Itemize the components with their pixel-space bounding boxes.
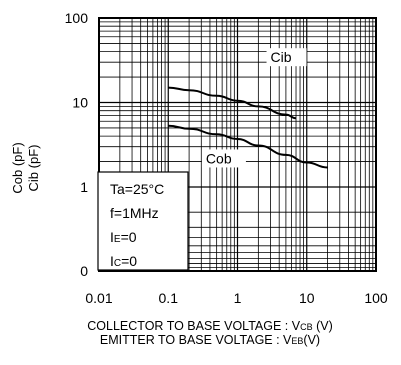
series-line-cib <box>168 86 297 120</box>
condition-f: f=1MHz <box>110 205 159 221</box>
tick-labels: 0.01 0.1 1 10 100 0 1 10 100 <box>65 10 388 306</box>
x-axis-label-2: EMITTER TO BASE VOLTAGE : VEB(V) <box>99 333 321 347</box>
series-line-cob <box>168 124 328 169</box>
y-tick-label: 1 <box>80 179 88 195</box>
x-tick-label: 0.01 <box>85 290 112 306</box>
x-tick-label: 100 <box>364 290 388 306</box>
y-axis-label-1: Cob (pF) <box>10 142 25 193</box>
x-tick-label: 1 <box>234 290 242 306</box>
series-label-bg <box>201 149 246 168</box>
plot-frame <box>98 17 377 272</box>
x-tick-label: 10 <box>299 290 315 306</box>
condition-ic: IC=0 <box>110 253 137 269</box>
conditions-box: Ta=25°C f=1MHz IE=0 IC=0 <box>97 171 189 271</box>
y-tick-label: 100 <box>65 10 89 26</box>
series-label-cib: Cib <box>271 49 292 65</box>
conditions-box-frame <box>97 171 189 271</box>
y-tick-label: 0 <box>80 263 88 279</box>
y-axis-label-2: Cib (pF) <box>26 145 41 192</box>
y-tick-label: 10 <box>72 95 88 111</box>
condition-ta: Ta=25°C <box>110 181 164 197</box>
series-label-bg <box>266 48 307 67</box>
series-label-cob: Cob <box>206 150 232 166</box>
x-tick-label: 0.1 <box>159 290 179 306</box>
x-axis-label-1: COLLECTOR TO BASE VOLTAGE : VCB (V) <box>87 319 333 333</box>
condition-ie: IE=0 <box>110 229 137 245</box>
series-layer: Cib Cob <box>168 48 328 169</box>
